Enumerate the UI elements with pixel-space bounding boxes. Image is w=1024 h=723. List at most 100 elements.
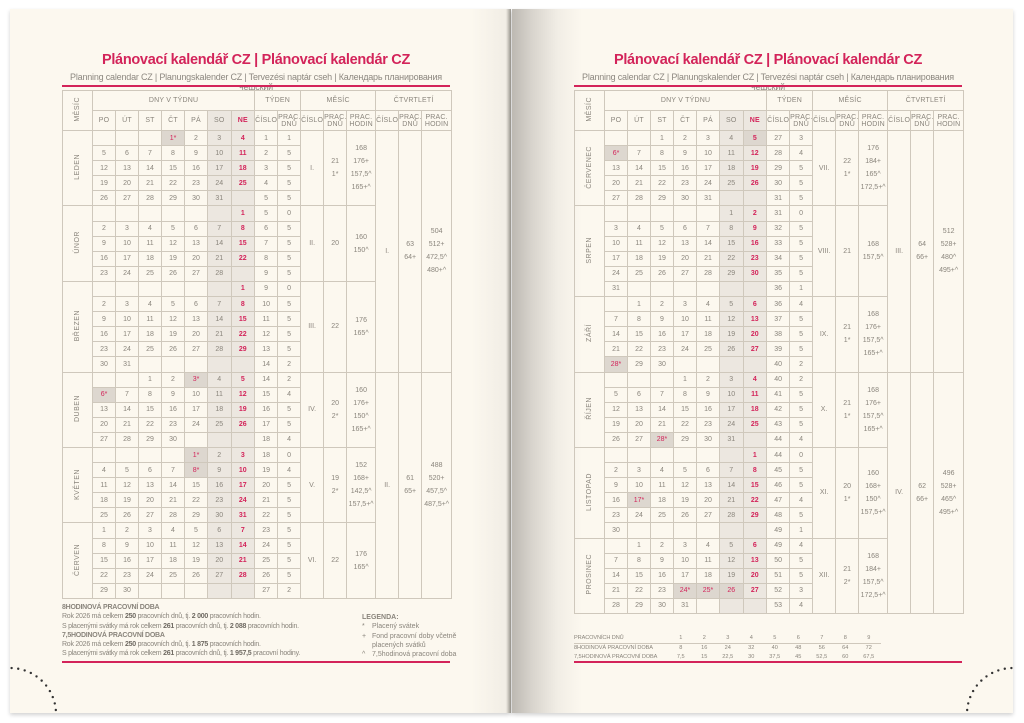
week-number: 35	[766, 265, 791, 282]
empty-day-cell	[742, 356, 768, 373]
empty-day-cell	[138, 129, 162, 147]
week-number: 7	[254, 235, 279, 252]
week-work-days: 5	[277, 160, 302, 177]
day-cell: 27	[604, 190, 628, 207]
notes-text: pracovní hodiny.	[251, 650, 300, 658]
arc-dot	[54, 708, 58, 712]
week-row: 20 21 22 23 24 25 26 30 5	[575, 175, 964, 192]
empty-day-cell	[742, 431, 768, 448]
week-row: 13 14 15 16 17 18 19 29 5	[575, 160, 964, 177]
day-cell: 18	[207, 401, 232, 418]
page-subtitle: Planning calendar CZ | Planungskalender …	[70, 72, 442, 92]
week-work-days: 5	[277, 296, 302, 313]
day-cell: 5	[92, 145, 116, 162]
day-name-header: PÁ	[184, 110, 208, 131]
day-cell: 23	[650, 341, 674, 358]
day-cell: 9	[604, 477, 628, 494]
day-cell: 11	[161, 537, 185, 554]
day-cell: 4	[696, 537, 720, 554]
week-number: 34	[766, 250, 791, 267]
day-cell: 19	[604, 416, 628, 433]
summary-value: 1	[669, 634, 693, 644]
page-subtitle: Planning calendar CZ | Planungskalender …	[582, 72, 954, 92]
month-name-cell: ZÁŘÍ	[574, 296, 605, 373]
day-cell: 23	[92, 341, 116, 358]
day-cell: 4	[719, 129, 744, 147]
quarter-number: III.	[887, 130, 912, 373]
day-cell: 22	[184, 492, 208, 509]
week-work-days: 5	[277, 522, 302, 539]
day-cell: 14	[650, 401, 674, 418]
day-cell: 19	[742, 160, 768, 177]
day-cell: 6*	[604, 145, 628, 162]
week-work-days: 5	[277, 220, 302, 237]
week-number: 15	[254, 386, 279, 403]
day-cell: 30	[742, 265, 768, 282]
week-work-days: 5	[789, 567, 814, 584]
arc-dot	[48, 689, 52, 693]
day-cell: 21	[138, 175, 162, 192]
week-number: 40	[766, 356, 791, 373]
work-hours-header: PRAC. HODIN	[346, 110, 377, 131]
summary-value: 37,5	[769, 654, 781, 661]
day-cell: 17	[207, 160, 232, 177]
day-cell: 2	[115, 522, 139, 539]
notes-heading: 7,5HODINOVÁ PRACOVNÍ DOBA	[62, 631, 165, 639]
empty-day-cell	[115, 371, 139, 388]
week-number: 8	[254, 250, 279, 267]
week-header: TÝDEN	[766, 90, 814, 111]
empty-day-cell	[115, 205, 139, 222]
day-cell: 3	[696, 129, 720, 147]
day-cell: 9	[650, 552, 674, 569]
day-cell: 31	[115, 356, 139, 373]
month-name: BŘEZEN	[74, 310, 81, 342]
week-work-days: 5	[789, 386, 814, 403]
week-number: 31	[766, 190, 791, 207]
day-cell: 19	[161, 250, 185, 267]
week-row: 15 16 17 18 19 20 21 25 5	[63, 552, 452, 569]
day-cell: 19	[650, 250, 674, 267]
month-work-hours: 176 165^	[346, 280, 377, 373]
day-cell: 20	[184, 326, 208, 343]
day-cell: 12	[719, 552, 744, 569]
day-cell: 8	[161, 145, 185, 162]
week-work-days: 0	[277, 280, 302, 298]
summary-value: 48	[795, 645, 802, 651]
month-name-cell: ŘÍJEN	[574, 371, 605, 448]
day-cell: 4	[742, 371, 768, 388]
month-name: ČERVEN	[74, 543, 81, 576]
day-cell: 17	[696, 160, 720, 177]
empty-day-cell	[184, 582, 208, 599]
month-work-hours-value: 168	[867, 241, 879, 249]
legend-symbol: ^	[362, 651, 366, 659]
day-cell: 30	[673, 190, 697, 207]
day-cell: 9	[673, 145, 697, 162]
empty-day-cell	[719, 522, 744, 539]
summary-value: 60	[842, 654, 849, 661]
empty-day-cell	[719, 356, 744, 373]
day-cell: 8	[627, 552, 651, 569]
month-work-hours-value: 168	[867, 386, 879, 394]
quarter-work-days-value: 62	[918, 482, 927, 490]
day-cell: 24	[115, 341, 139, 358]
day-name-header: ÚT	[627, 110, 651, 131]
week-number: 43	[766, 416, 791, 433]
week-work-days: 5	[789, 250, 814, 267]
week-number: 49	[766, 522, 791, 539]
week-number: 18	[254, 446, 279, 464]
day-cell: 3	[673, 537, 697, 554]
week-row: ŘÍJEN 1 2 3 4 40 2 X. 21 1* 168 176+ 157,5^ 165+^ IV. 6…	[574, 371, 965, 614]
month-name: ÚNOR	[74, 231, 81, 255]
empty-day-cell	[627, 205, 651, 222]
month-work-hours-value: 165+^	[351, 184, 371, 192]
month-name-cell: LEDEN	[62, 129, 93, 207]
day-cell: 12	[161, 235, 185, 252]
day-cell: 16	[207, 477, 232, 494]
day-cell: 19	[719, 567, 744, 584]
day-cell: 7	[696, 220, 720, 237]
arc-dot	[10, 666, 13, 670]
day-cell: 29	[742, 507, 768, 524]
month-work-hours-value: 157,5+^	[860, 508, 886, 516]
empty-day-cell	[650, 371, 674, 388]
